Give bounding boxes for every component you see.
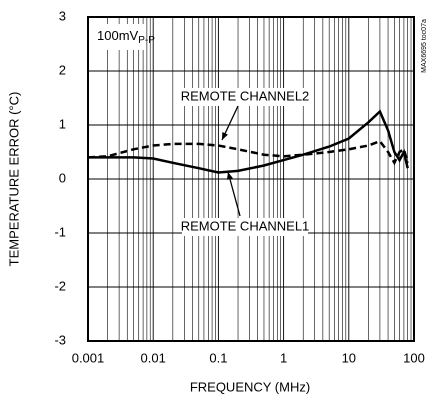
y-tick-label: 3 [59,8,66,23]
y-tick-label: -2 [54,278,66,293]
x-tick-label: 100 [403,350,425,365]
plot-frame [87,16,415,342]
y-tick-label: 2 [59,62,66,77]
annotation: 100mVP-P [97,28,155,45]
y-tick-label: 0 [59,170,66,185]
x-tick-label: 10 [342,350,356,365]
y-tick-label: -1 [54,224,66,239]
annotation-bg [94,24,146,50]
series-line [87,139,409,166]
y-axis-label: TEMPERATURE ERROR (°C) [6,92,21,267]
y-tick-label: -3 [54,332,66,347]
series-label: REMOTE CHANNEL1 [181,218,310,233]
label-bg [182,88,308,106]
label-bg [182,218,308,236]
x-axis-label: FREQUENCY (MHz) [190,379,310,394]
y-tick-label: 1 [59,116,66,131]
side-note: MAX6695 toc07a [421,19,428,73]
x-tick-label: 0.1 [209,350,227,365]
x-tick-label: 1 [280,350,287,365]
arrow-head [222,132,228,140]
arrow-head [226,172,233,180]
series-line [88,109,409,174]
series-label: REMOTE CHANNEL2 [181,88,310,103]
x-tick-label: 0.001 [72,350,105,365]
x-tick-label: 0.01 [141,350,166,365]
arrow-line [227,171,241,217]
